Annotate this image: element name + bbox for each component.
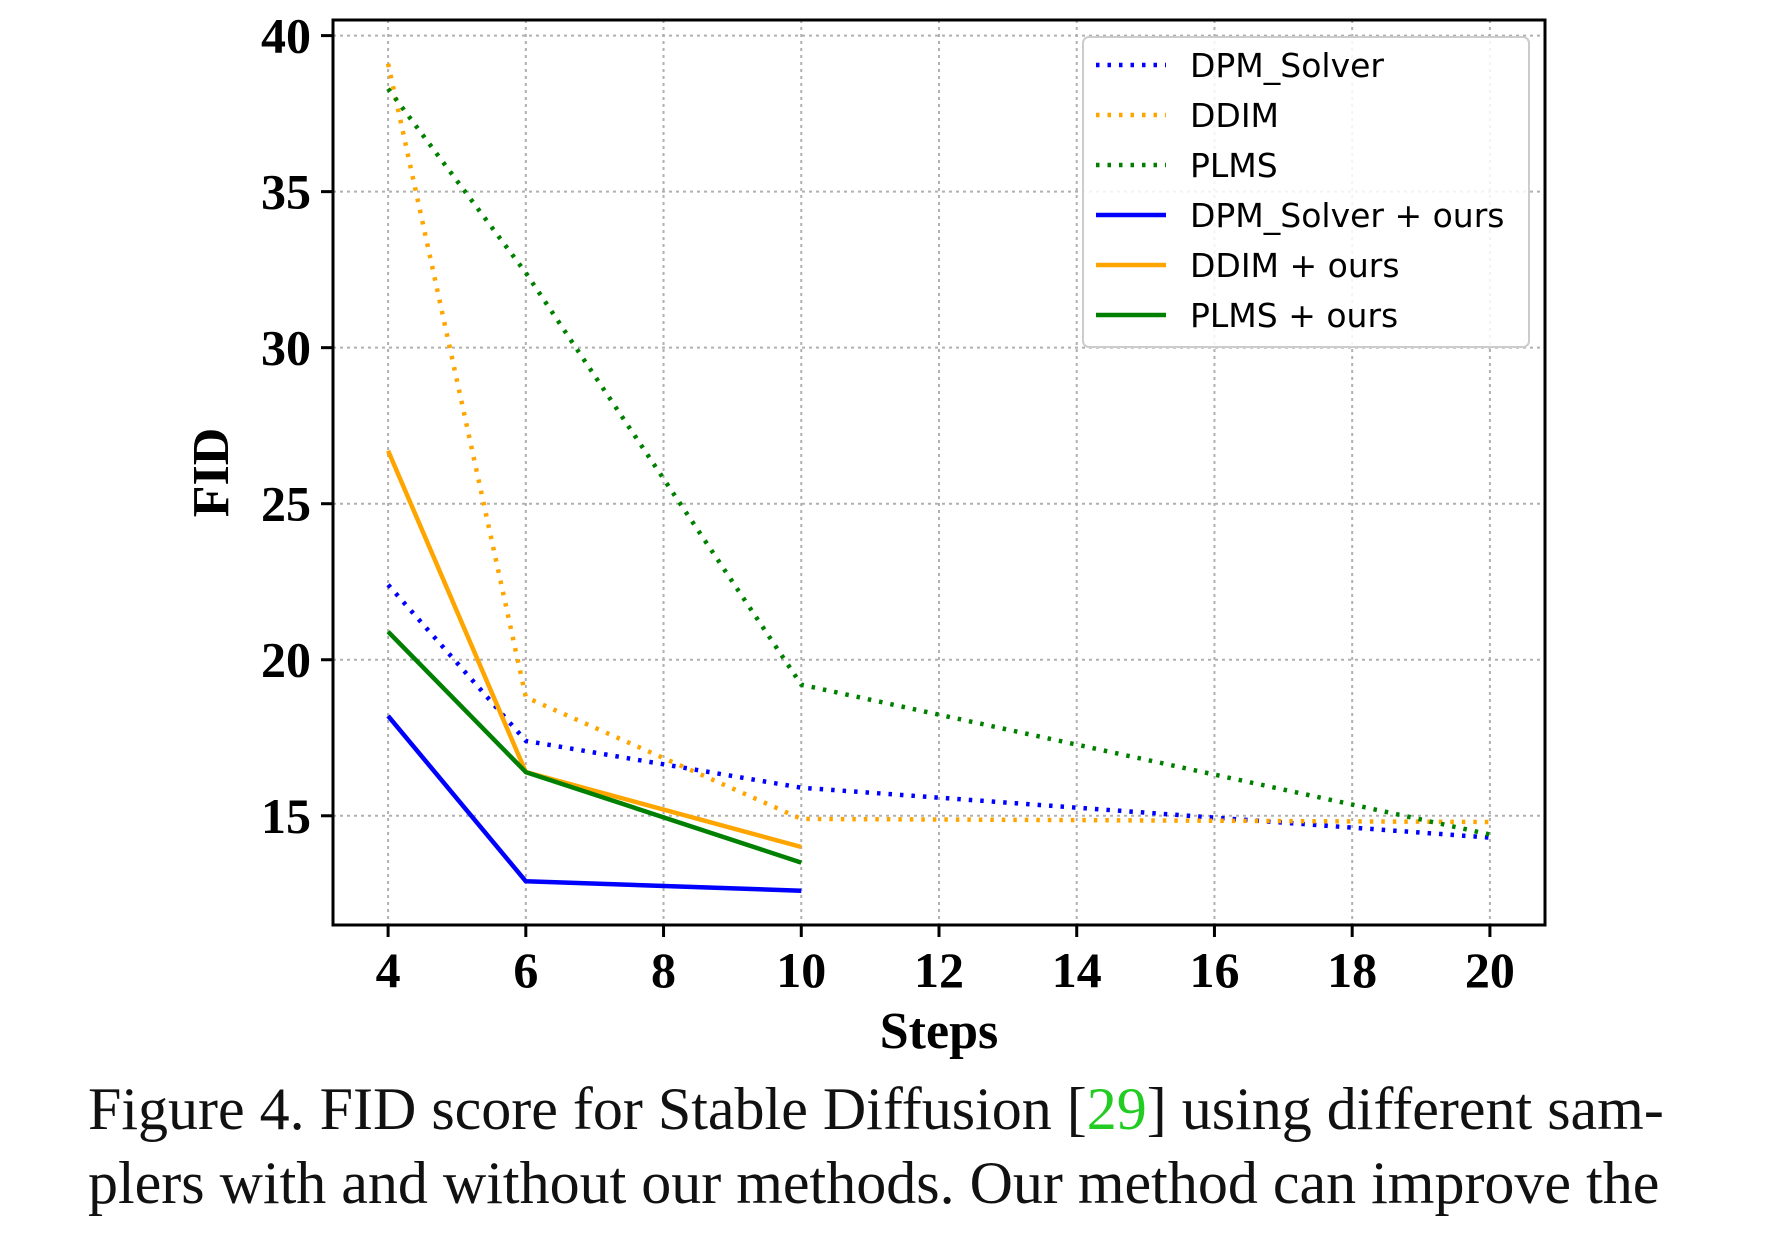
figure-caption: Figure 4. FID score for Stable Diffusion… (88, 1072, 1758, 1220)
series-line-plms-ours (386, 630, 803, 865)
y-tick-label: 25 (261, 476, 311, 532)
y-axis-title: FID (183, 428, 240, 518)
legend-label: DDIM (1190, 96, 1279, 135)
x-tick-label: 16 (1189, 942, 1239, 998)
x-tick-label: 14 (1052, 942, 1102, 998)
x-axis-title: Steps (880, 1003, 998, 1060)
y-tick-label: 30 (261, 320, 311, 376)
caption-line-1: Figure 4. FID score for Stable Diffusion… (88, 1072, 1758, 1146)
series-lines (385, 63, 1491, 893)
x-tick-label: 20 (1465, 942, 1515, 998)
citation-link[interactable]: 29 (1086, 1076, 1147, 1142)
axis-ticks: 4 6 8 10 12 14 16 18 20 15 20 25 30 35 40 (261, 8, 1515, 998)
caption-line-1-end: ] using different sam- (1146, 1076, 1664, 1142)
x-tick-label: 10 (776, 942, 826, 998)
x-tick-label: 12 (914, 942, 964, 998)
legend-frame (1082, 36, 1530, 348)
series-line-dpm-solver (386, 583, 1491, 840)
series-line-ddim (385, 63, 1490, 825)
y-tick-label: 40 (261, 8, 311, 64)
caption-line-2: plers with and without our methods. Our … (88, 1150, 1660, 1216)
legend-label: DDIM + ours (1190, 246, 1400, 285)
legend-label: PLMS + ours (1190, 296, 1398, 335)
y-tick-label: 35 (261, 164, 311, 220)
y-tick-label: 15 (261, 788, 311, 844)
series-line-dpm-solver-ours (386, 714, 802, 893)
legend-label: DPM_Solver + ours (1190, 196, 1504, 235)
x-tick-label: 18 (1327, 942, 1377, 998)
caption-line-1-start: Figure 4. FID score for Stable Diffusion… (88, 1076, 1087, 1142)
x-tick-label: 8 (651, 942, 676, 998)
x-tick-label: 6 (513, 942, 538, 998)
legend-label: DPM_Solver (1190, 46, 1384, 85)
fid-line-chart: 4 6 8 10 12 14 16 18 20 15 20 25 30 35 40 Steps FID DP… (183, 8, 1547, 1060)
x-tick-label: 4 (376, 942, 401, 998)
legend: DPM_Solver DDIM PLMS DPM_Solver + ours DDIM … (1082, 36, 1530, 348)
y-tick-label: 20 (261, 632, 311, 688)
legend-label: PLMS (1190, 146, 1278, 185)
